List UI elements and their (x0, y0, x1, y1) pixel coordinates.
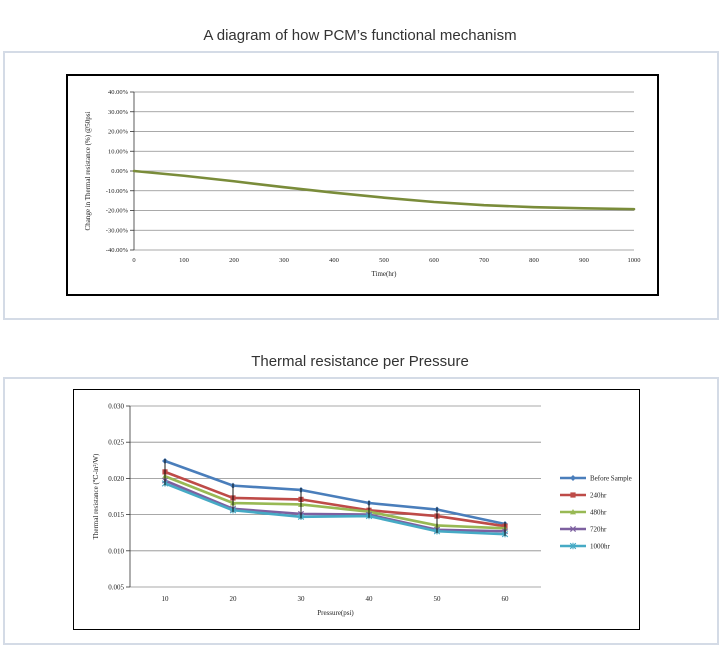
y-tick-label: 20.00% (108, 129, 129, 136)
legend-label: 240hr (590, 492, 607, 500)
x-tick-label: 200 (229, 257, 239, 264)
legend-label: 1000hr (590, 543, 611, 551)
series-line (132, 169, 636, 211)
y-axis-label: Thermal resistance (℃-in²/W) (92, 453, 100, 539)
x-tick-label: 60 (502, 595, 510, 603)
y-tick-label: 0.020 (108, 475, 124, 483)
series-line (164, 470, 506, 528)
x-tick-label: 700 (479, 257, 489, 264)
y-tick-label: 0.025 (108, 439, 124, 447)
series-line (164, 459, 506, 526)
y-tick-label: -20.00% (106, 208, 129, 215)
y-tick-label: 0.015 (108, 511, 124, 519)
chart1-section-title: A diagram of how PCM’s functional mechan… (203, 27, 517, 44)
x-tick-label: 900 (579, 257, 589, 264)
chart1-svg: 40.00% 30.00% 20.00% 10.00% 0.00% -10.00% -20.… (84, 89, 641, 278)
x-axis-label: Pressure(psi) (317, 609, 354, 617)
y-tick-label: 0.00% (111, 168, 128, 175)
legend-label: 480hr (590, 509, 607, 517)
series-line (164, 482, 506, 536)
x-tick-label: 800 (529, 257, 539, 264)
x-tick-label: 1000 (628, 257, 641, 264)
legend-marker (570, 509, 576, 515)
y-tick-label: 40.00% (108, 89, 129, 96)
x-tick-label: 50 (434, 595, 442, 603)
legend-marker (570, 475, 576, 481)
y-tick-label: -40.00% (106, 247, 129, 254)
x-tick-label: 500 (379, 257, 389, 264)
series-line (164, 479, 506, 533)
legend-marker (570, 492, 576, 498)
series-line (164, 475, 506, 530)
chart2-svg: 0.030 0.025 0.020 0.015 0.010 0.005 10 20 30 40 50… (92, 403, 632, 618)
y-axis-label: Change in Thermal resistance (%) @50psi (84, 112, 92, 231)
y-tick-label: 0.030 (108, 403, 124, 411)
x-tick-label: 0 (132, 257, 135, 264)
y-tick-label: 10.00% (108, 148, 129, 155)
chart1-frame: 40.00% 30.00% 20.00% 10.00% 0.00% -10.00% -20.… (66, 74, 659, 296)
legend-label: Before Sample (590, 475, 632, 483)
x-tick-label: 20 (230, 595, 238, 603)
x-axis-label: Time(hr) (371, 270, 397, 278)
x-tick-label: 300 (279, 257, 289, 264)
y-tick-label: 30.00% (108, 109, 129, 116)
x-tick-label: 600 (429, 257, 439, 264)
legend-marker (569, 525, 577, 533)
chart2-frame: 0.030 0.025 0.020 0.015 0.010 0.005 10 20 30 40 50… (73, 389, 640, 630)
x-tick-label: 400 (329, 257, 339, 264)
y-tick-label: -30.00% (106, 227, 129, 234)
x-tick-label: 30 (298, 595, 306, 603)
y-tick-label: 0.010 (108, 547, 124, 555)
chart2-section-title: Thermal resistance per Pressure (251, 353, 469, 370)
y-tick-label: -10.00% (106, 188, 129, 195)
x-tick-label: 40 (366, 595, 374, 603)
legend-label: 720hr (590, 526, 607, 534)
x-tick-label: 10 (162, 595, 170, 603)
legend-marker (569, 542, 577, 550)
y-tick-label: 0.005 (108, 584, 124, 592)
x-tick-label: 100 (179, 257, 189, 264)
